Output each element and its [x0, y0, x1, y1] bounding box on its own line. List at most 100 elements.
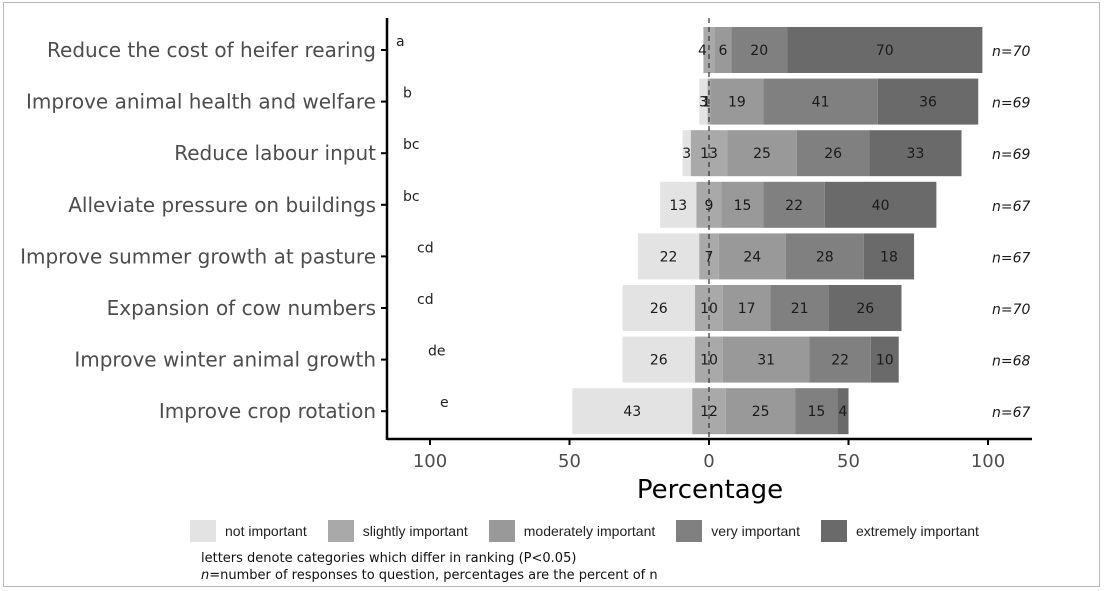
segment-label-slightly-important-8: 12: [700, 404, 718, 420]
segment-label-not-important-4: 13: [669, 198, 687, 214]
segment-label-slightly-important-4: 9: [705, 198, 714, 214]
segment-label-moderately-important-4: 15: [734, 198, 752, 214]
n-label-5: n=67: [992, 250, 1031, 266]
bar-segment-moderately-important-6: [722, 285, 771, 331]
x-tick-label-2: 50: [558, 451, 581, 472]
category-label-1: Reduce the cost of heifer rearing: [47, 38, 376, 62]
segment-label-not-important-7: 26: [650, 353, 668, 369]
x-tick-label-3: 0: [703, 451, 714, 472]
segment-label-not-important-2: 3: [699, 95, 708, 111]
bar-segment-extremely-important-3: [869, 130, 962, 177]
legend-swatch: [820, 520, 847, 542]
segment-label-not-important-3: 3: [682, 146, 691, 162]
n-label-3: n=69: [992, 147, 1031, 163]
legend-swatch: [327, 520, 354, 542]
n-label-2: n=69: [992, 96, 1031, 112]
bar-segment-moderately-important-3: [727, 130, 797, 177]
segment-label-extremely-important-2: 36: [919, 95, 937, 111]
legend-label: very important: [711, 523, 800, 539]
bar-segment-moderately-important-4: [721, 181, 764, 228]
segment-label-extremely-important-6: 26: [856, 301, 874, 317]
segment-label-very-important-1: 20: [750, 43, 768, 59]
bar-segment-extremely-important-5: [863, 233, 915, 280]
chart-notes: letters denote categories which differ i…: [201, 550, 658, 584]
segment-label-very-important-3: 26: [824, 146, 842, 162]
significance-letter-4: bc: [403, 189, 420, 205]
segment-label-extremely-important-7: 10: [876, 353, 894, 369]
segment-label-moderately-important-7: 31: [757, 353, 775, 369]
category-label-8: Improve crop rotation: [159, 399, 376, 423]
legend-swatch: [488, 520, 515, 542]
bar-segment-not-important-2: [699, 78, 708, 125]
note-letters: letters denote categories which differ i…: [201, 551, 577, 566]
significance-letter-2: b: [403, 86, 412, 102]
legend-label: extremely important: [855, 523, 979, 539]
category-label-7: Improve winter animal growth: [74, 348, 376, 372]
bar-segment-not-important-8: [572, 388, 693, 435]
bar-segment-very-important-5: [785, 233, 864, 280]
bar-segment-extremely-important-2: [877, 78, 979, 125]
segment-label-moderately-important-8: 25: [752, 404, 770, 420]
bar-segment-very-important-2: [763, 78, 878, 125]
x-tick-label-1: 100: [413, 451, 447, 472]
legend-item-moderately-important: moderately important: [488, 520, 655, 542]
note-n-symbol: n: [201, 568, 210, 583]
bar-segment-extremely-important-7: [870, 336, 899, 383]
figure-frame: [3, 2, 1100, 587]
bar-segment-very-important-3: [796, 130, 870, 177]
category-label-4: Alleviate pressure on buildings: [68, 193, 376, 217]
legend-swatch: [190, 520, 216, 542]
segment-label-extremely-important-4: 40: [872, 198, 890, 214]
category-label-6: Expansion of cow numbers: [107, 296, 376, 320]
n-label-4: n=67: [992, 199, 1031, 215]
legend-label: not important: [225, 523, 307, 539]
segment-label-extremely-important-1: 70: [876, 43, 894, 59]
legend-item-very-important: very important: [676, 520, 800, 542]
segment-label-moderately-important-5: 24: [743, 249, 761, 265]
bar-segment-very-important-8: [795, 388, 838, 435]
segment-label-slightly-important-5: 7: [705, 249, 714, 265]
bar-segment-extremely-important-1: [787, 27, 983, 73]
segment-label-very-important-8: 15: [808, 404, 826, 420]
segment-label-very-important-4: 22: [785, 198, 803, 214]
x-tick-label-5: 100: [971, 451, 1005, 472]
bar-segment-moderately-important-8: [725, 388, 796, 435]
bar-segment-not-important-3: [682, 130, 691, 177]
segment-label-moderately-important-3: 25: [753, 146, 771, 162]
n-label-6: n=70: [992, 302, 1031, 318]
bar-segment-very-important-7: [809, 336, 871, 383]
significance-letter-7: de: [428, 344, 446, 360]
bar-segment-very-important-1: [731, 27, 788, 73]
x-tick-label-4: 50: [837, 451, 860, 472]
bar-segment-very-important-4: [763, 181, 825, 228]
n-label-8: n=67: [992, 405, 1031, 421]
segment-label-not-important-5: 22: [660, 249, 678, 265]
legend-item-slightly-important: slightly important: [327, 520, 468, 542]
bar-segment-moderately-important-2: [710, 78, 764, 125]
segment-label-moderately-important-1: 6: [718, 43, 727, 59]
significance-letter-5: cd: [417, 240, 434, 256]
bar-segment-not-important-5: [637, 233, 700, 280]
legend-item-not-important: not important: [190, 520, 307, 542]
category-label-2: Improve animal health and welfare: [26, 90, 376, 114]
significance-letter-3: bc: [403, 137, 420, 153]
bar-segment-not-important-7: [622, 336, 696, 383]
bar-segment-extremely-important-4: [824, 181, 937, 228]
category-label-5: Improve summer growth at pasture: [20, 244, 376, 268]
segment-label-moderately-important-6: 17: [738, 301, 756, 317]
bar-segment-very-important-6: [770, 285, 829, 331]
legend: not important slightly important moderat…: [190, 518, 1000, 544]
segment-label-very-important-2: 41: [812, 95, 830, 111]
legend-label: slightly important: [362, 523, 468, 539]
segment-label-very-important-7: 22: [831, 353, 849, 369]
bar-segment-moderately-important-7: [722, 336, 810, 383]
bar-segment-moderately-important-1: [714, 27, 732, 73]
legend-swatch: [676, 520, 703, 542]
segment-label-not-important-6: 26: [650, 301, 668, 317]
note-n-text: =number of responses to question, percen…: [209, 568, 658, 583]
segment-label-slightly-important-1: 4: [698, 43, 707, 59]
x-axis-title: Percentage: [637, 475, 783, 505]
bar-segment-not-important-6: [622, 285, 696, 331]
significance-letter-1: a: [396, 34, 405, 50]
